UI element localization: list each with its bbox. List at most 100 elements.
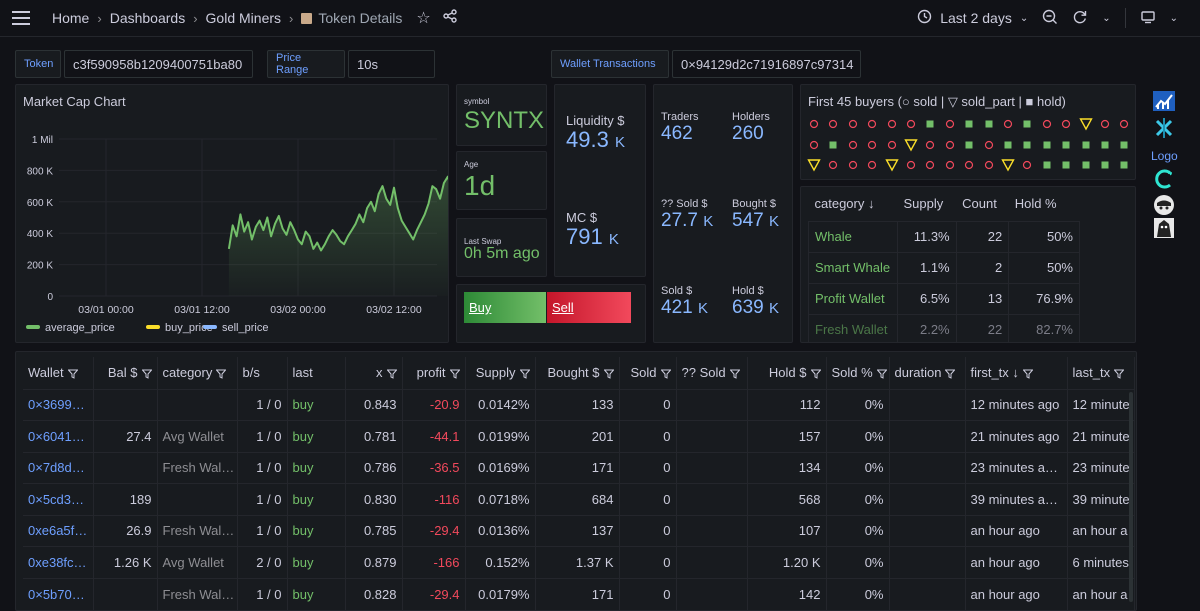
share-icon[interactable]: [443, 8, 457, 28]
column-header-hold-pct[interactable]: Hold %: [1014, 196, 1057, 212]
zoom-out-icon[interactable]: [1042, 9, 1058, 28]
buyer-hold-marker: [982, 117, 996, 131]
filter-icon[interactable]: [64, 365, 78, 380]
column-header-b-s[interactable]: b/s: [237, 357, 288, 389]
column-header-sold[interactable]: ?? Sold: [676, 357, 748, 389]
column-header-wallet[interactable]: Wallet: [23, 357, 94, 389]
sold-pct-cell: 0%: [826, 451, 890, 484]
chart-logo-icon[interactable]: [1151, 90, 1177, 112]
column-header-duration[interactable]: duration: [889, 357, 966, 389]
filter-icon[interactable]: [212, 365, 227, 380]
wallet-transactions-input[interactable]: 0×94129d2c71916897c97314: [672, 50, 861, 78]
buyer-sold-marker: [1020, 158, 1034, 172]
buyer-grid: [801, 115, 1137, 175]
traders-panel: Traders 462 Holders 260 ?? Sold $ 27.7 K…: [653, 84, 793, 343]
mc-label: MC $: [566, 210, 598, 225]
filter-icon[interactable]: [138, 365, 152, 380]
buyer-sold-marker: [865, 117, 879, 131]
refresh-icon[interactable]: [1072, 9, 1088, 28]
legend-entry-average-price[interactable]: average_price: [45, 322, 115, 334]
buyer-hold-marker: [1098, 158, 1112, 172]
mascot-logo-icon[interactable]: [1151, 217, 1177, 239]
legend-entry-buy-price[interactable]: buy_price: [165, 322, 213, 334]
wallet-cell[interactable]: 0×6041…: [23, 420, 94, 452]
logo-text[interactable]: Logo: [1151, 149, 1178, 163]
wallet-cell[interactable]: 0xe6a5f…: [23, 514, 94, 547]
column-header-x[interactable]: x: [345, 357, 403, 389]
price-range-input[interactable]: 10s: [348, 50, 435, 78]
y-tick-label: 400 K: [27, 229, 53, 240]
column-header-label: Wallet: [28, 365, 64, 381]
refresh-interval-chevron-icon[interactable]: ⌄: [1102, 12, 1111, 24]
column-header-supply[interactable]: Supply: [465, 357, 536, 389]
hold-pct-cell: 76.9%: [1008, 282, 1080, 315]
filter-icon[interactable]: [807, 365, 821, 380]
breadcrumb-dashboards[interactable]: Dashboards: [109, 10, 186, 26]
supply-cell: 0.0199%: [465, 420, 536, 452]
column-header-profit[interactable]: profit: [402, 357, 466, 389]
sell-link[interactable]: Sell: [547, 292, 631, 323]
legend-entry-sell-price[interactable]: sell_price: [222, 322, 268, 334]
breadcrumb-home[interactable]: Home: [52, 10, 90, 26]
filter-icon[interactable]: [446, 365, 460, 380]
filter-icon[interactable]: [657, 365, 671, 380]
sold-cell: 0: [619, 546, 677, 578]
column-header-count[interactable]: Count: [962, 196, 997, 212]
table-scrollbar[interactable]: [1129, 392, 1133, 602]
sold-pct-cell: 0%: [826, 420, 890, 452]
column-header-category[interactable]: category ↓: [814, 196, 875, 212]
column-header-last-tx[interactable]: last_tx: [1067, 357, 1135, 389]
filter-icon[interactable]: [600, 365, 614, 380]
filter-icon[interactable]: [873, 365, 887, 380]
last-swap-value: 0h 5m ago: [464, 245, 540, 262]
filter-icon[interactable]: [383, 365, 397, 380]
column-header-hold[interactable]: Hold $: [747, 357, 827, 389]
column-header-sold[interactable]: Sold %: [826, 357, 890, 389]
menu-icon[interactable]: [12, 11, 30, 25]
filter-icon[interactable]: [941, 365, 956, 380]
time-range-picker[interactable]: Last 2 days ⌄: [917, 9, 1028, 27]
buyer-sold-marker: [846, 117, 860, 131]
profit-cell: -116: [402, 483, 466, 515]
unknown-sold-cell: [676, 420, 748, 452]
column-header-first-tx[interactable]: first_tx ↓: [965, 357, 1068, 389]
wallet-cell[interactable]: 0×7d8d…: [23, 451, 94, 484]
column-header-sold[interactable]: Sold: [619, 357, 677, 389]
column-header-supply[interactable]: Supply: [903, 196, 944, 212]
category-cell: Profit Wallet: [808, 282, 898, 315]
column-header-last[interactable]: last: [287, 357, 346, 389]
buyer-sold-part-marker: [1078, 117, 1093, 131]
column-header-bought[interactable]: Bought $: [535, 357, 620, 389]
supply-cell: 1.1%: [896, 251, 957, 284]
column-header-bal[interactable]: Bal $: [93, 357, 158, 389]
filter-icon[interactable]: [1110, 365, 1125, 380]
wallet-cell[interactable]: 0×5cd3…: [23, 483, 94, 515]
breadcrumb-gold-miners[interactable]: Gold Miners: [205, 10, 282, 26]
hold-value: 639: [732, 297, 764, 318]
avatar-logo-icon[interactable]: [1151, 194, 1177, 216]
star-icon[interactable]: ☆: [416, 10, 431, 27]
chevron-right-icon: ›: [289, 10, 294, 26]
supply-cell: 0.0718%: [465, 483, 536, 515]
last-swap-panel: Last Swap 0h 5m ago: [456, 218, 547, 277]
multiplier-cell: 0.828: [345, 577, 403, 610]
wallet-cell[interactable]: 0xe38fc…: [23, 546, 94, 578]
panel-title: Market Cap Chart: [23, 94, 126, 109]
column-header-category[interactable]: category: [157, 357, 238, 389]
buyer-sold-marker: [1001, 117, 1015, 131]
filter-icon[interactable]: [726, 365, 740, 380]
wallet-cell[interactable]: 0×3699…: [23, 388, 94, 421]
filter-icon[interactable]: [516, 365, 530, 380]
cg-logo-icon[interactable]: [1151, 168, 1177, 190]
unknown-sold-unit: K: [703, 213, 714, 230]
buy-link[interactable]: Buy: [464, 292, 546, 323]
dex-logo-icon[interactable]: [1151, 117, 1177, 139]
token-input[interactable]: c3f590958b1209400751ba80: [64, 50, 253, 78]
supply-cell: 0.0142%: [465, 388, 536, 421]
tv-mode-icon[interactable]: [1140, 9, 1156, 28]
tv-mode-chevron-icon[interactable]: ⌄: [1169, 12, 1178, 24]
category-cell: Whale: [808, 220, 898, 253]
unknown-sold-value-group: 27.7 K: [661, 210, 713, 232]
filter-icon[interactable]: [1019, 365, 1033, 380]
wallet-cell[interactable]: 0×5b70…: [23, 577, 94, 610]
